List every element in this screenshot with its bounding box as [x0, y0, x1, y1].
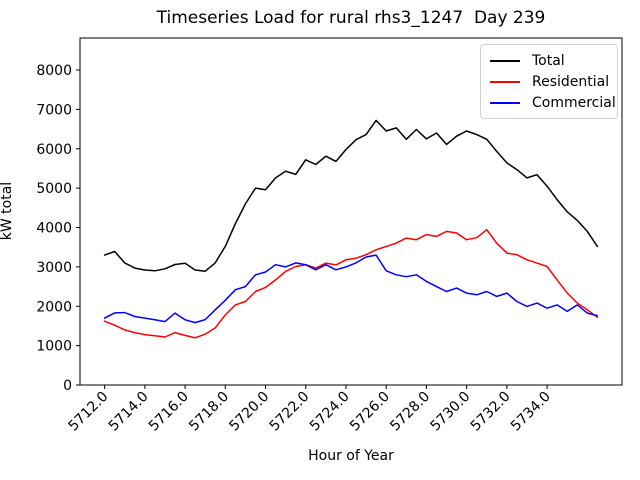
legend-entry-label: Total — [532, 52, 565, 69]
y-tick-label: 7000 — [36, 102, 72, 118]
x-tick-label: 5726.0 — [347, 389, 393, 435]
plot-frame — [79, 37, 623, 386]
series-line-residential — [103, 228, 599, 339]
legend-line-swatch-commercial — [490, 101, 520, 104]
y-tick-label: 4000 — [36, 221, 72, 237]
y-tick-label: 6000 — [36, 142, 72, 158]
x-tick-label: 5728.0 — [387, 389, 433, 435]
series-line-commercial — [103, 254, 599, 324]
legend-entry-label: Residential — [532, 73, 610, 90]
legend: Total Residential Commercial — [480, 44, 618, 119]
x-tick-label: 5722.0 — [267, 389, 313, 435]
x-tick-label: 5724.0 — [307, 389, 353, 435]
x-tick-label: 5734.0 — [508, 389, 554, 435]
y-tick-label: 0 — [63, 378, 72, 394]
legend-line-swatch-total — [490, 59, 520, 62]
chart-title: Timeseries Load for rural rhs3_1247 Day … — [156, 8, 546, 28]
x-tick-label: 5714.0 — [106, 389, 152, 435]
y-tick-label: 2000 — [36, 299, 72, 315]
x-tick-label: 5720.0 — [226, 389, 272, 435]
y-tick-label: 1000 — [36, 339, 72, 355]
legend-entry: Total — [490, 50, 609, 71]
y-tick-label: 5000 — [36, 181, 72, 197]
y-axis-label: kW total — [0, 181, 15, 241]
x-tick-label: 5732.0 — [468, 389, 514, 435]
y-tick-label: 8000 — [36, 63, 72, 79]
y-tick-label: 3000 — [36, 260, 72, 276]
legend-entry: Residential — [490, 71, 609, 92]
x-tick-label: 5730.0 — [428, 389, 474, 435]
legend-line-swatch-residential — [490, 80, 520, 83]
legend-entry: Commercial — [490, 92, 616, 113]
series-line-total — [103, 119, 599, 272]
legend-entry-label: Commercial — [532, 94, 616, 111]
x-tick-label: 5718.0 — [186, 389, 232, 435]
x-tick-label: 5712.0 — [66, 389, 112, 435]
x-tick-label: 5716.0 — [146, 389, 192, 435]
x-axis-label: Hour of Year — [308, 448, 394, 464]
